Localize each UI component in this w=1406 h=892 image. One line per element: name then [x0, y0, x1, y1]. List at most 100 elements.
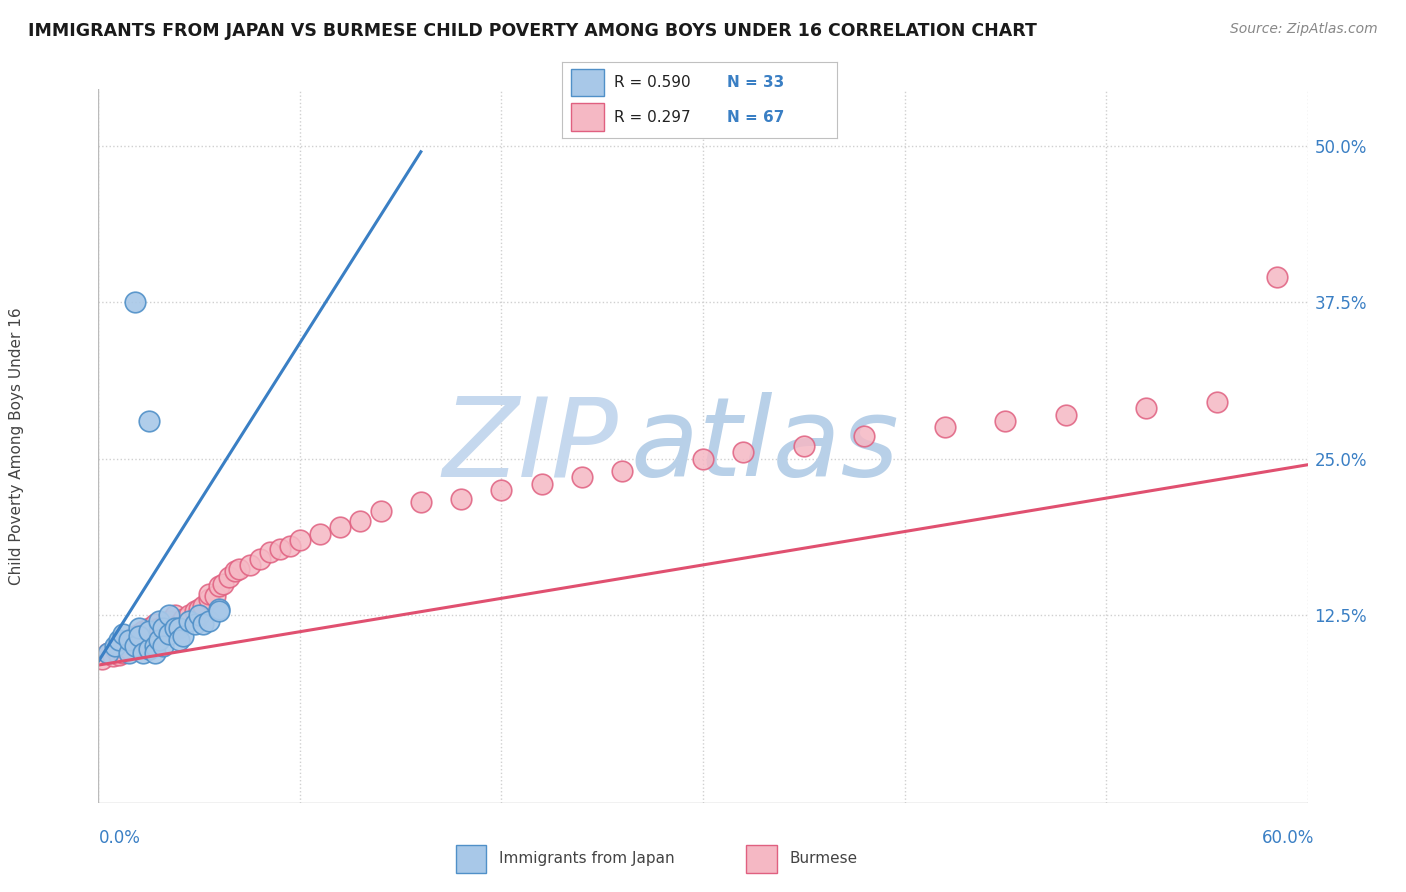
Point [198, 587, 221, 601]
Text: R = 0.590: R = 0.590 [614, 75, 692, 90]
Text: 60.0%: 60.0% [1263, 829, 1315, 847]
Point [249, 551, 271, 566]
Point [163, 621, 186, 635]
Point [259, 545, 281, 559]
Point [1206, 395, 1229, 409]
Point [612, 464, 634, 478]
Point [128, 627, 150, 641]
Point [152, 640, 174, 654]
Point [143, 616, 166, 631]
Point [239, 558, 262, 572]
Point [853, 429, 876, 443]
Point [124, 640, 146, 654]
Point [193, 616, 215, 631]
Point [208, 604, 231, 618]
Point [329, 520, 352, 534]
Point [212, 576, 235, 591]
Point [1054, 408, 1077, 422]
Point [179, 614, 201, 628]
Point [91, 652, 114, 666]
Point [530, 476, 553, 491]
Text: atlas: atlas [630, 392, 898, 500]
Text: ZIP: ZIP [443, 392, 619, 500]
Point [793, 439, 815, 453]
Point [208, 579, 231, 593]
Point [179, 607, 201, 622]
Point [152, 621, 174, 635]
Point [934, 420, 956, 434]
Point [97, 646, 120, 660]
Point [148, 621, 170, 635]
Text: R = 0.297: R = 0.297 [614, 110, 692, 125]
Point [132, 646, 155, 660]
Point [138, 621, 160, 635]
Point [198, 591, 221, 606]
Point [124, 295, 146, 310]
Point [228, 562, 250, 576]
Point [148, 614, 170, 628]
Point [204, 589, 226, 603]
Point [994, 414, 1017, 428]
Point [124, 629, 146, 643]
Point [138, 414, 160, 428]
Bar [456, 845, 486, 872]
Point [184, 616, 207, 631]
Point [370, 504, 392, 518]
Text: Immigrants from Japan: Immigrants from Japan [499, 851, 675, 866]
Point [163, 621, 186, 635]
Point [1267, 270, 1289, 285]
Point [208, 601, 231, 615]
Bar [571, 69, 603, 95]
Point [450, 491, 472, 506]
Point [571, 470, 593, 484]
Point [188, 601, 211, 615]
Point [107, 648, 129, 662]
Point [198, 614, 221, 628]
Point [157, 627, 180, 641]
Text: N = 67: N = 67 [727, 110, 785, 125]
Point [143, 637, 166, 651]
Point [163, 607, 186, 622]
Point [167, 616, 190, 631]
Bar [747, 845, 778, 872]
Point [157, 614, 180, 628]
Point [101, 649, 124, 664]
Point [188, 607, 211, 622]
Point [111, 627, 134, 641]
Point [118, 633, 141, 648]
Text: IMMIGRANTS FROM JAPAN VS BURMESE CHILD POVERTY AMONG BOYS UNDER 16 CORRELATION C: IMMIGRANTS FROM JAPAN VS BURMESE CHILD P… [28, 22, 1038, 40]
Point [128, 621, 150, 635]
Point [172, 629, 194, 643]
Text: Child Poverty Among Boys Under 16: Child Poverty Among Boys Under 16 [10, 307, 24, 585]
Text: N = 33: N = 33 [727, 75, 785, 90]
Point [193, 599, 215, 614]
Point [138, 624, 160, 639]
Point [167, 621, 190, 635]
Point [138, 641, 160, 656]
Point [111, 637, 134, 651]
Point [1135, 401, 1157, 416]
Point [152, 624, 174, 639]
Text: Source: ZipAtlas.com: Source: ZipAtlas.com [1230, 22, 1378, 37]
Point [128, 629, 150, 643]
Text: Burmese: Burmese [790, 851, 858, 866]
Point [278, 539, 301, 553]
Point [118, 633, 141, 648]
Point [132, 624, 155, 639]
Point [132, 633, 155, 648]
Point [118, 646, 141, 660]
Point [124, 640, 146, 654]
Point [118, 641, 141, 656]
Point [143, 646, 166, 660]
Point [103, 640, 125, 654]
Text: 0.0%: 0.0% [98, 829, 141, 847]
Point [409, 495, 432, 509]
Point [143, 640, 166, 654]
Point [138, 641, 160, 656]
Point [111, 646, 134, 660]
Point [224, 564, 246, 578]
Point [148, 629, 170, 643]
Point [157, 607, 180, 622]
Point [107, 640, 129, 654]
Point [733, 445, 755, 459]
